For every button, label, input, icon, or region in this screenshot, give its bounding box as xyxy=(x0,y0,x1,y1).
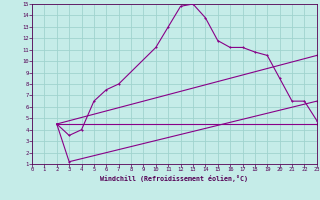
X-axis label: Windchill (Refroidissement éolien,°C): Windchill (Refroidissement éolien,°C) xyxy=(100,175,248,182)
